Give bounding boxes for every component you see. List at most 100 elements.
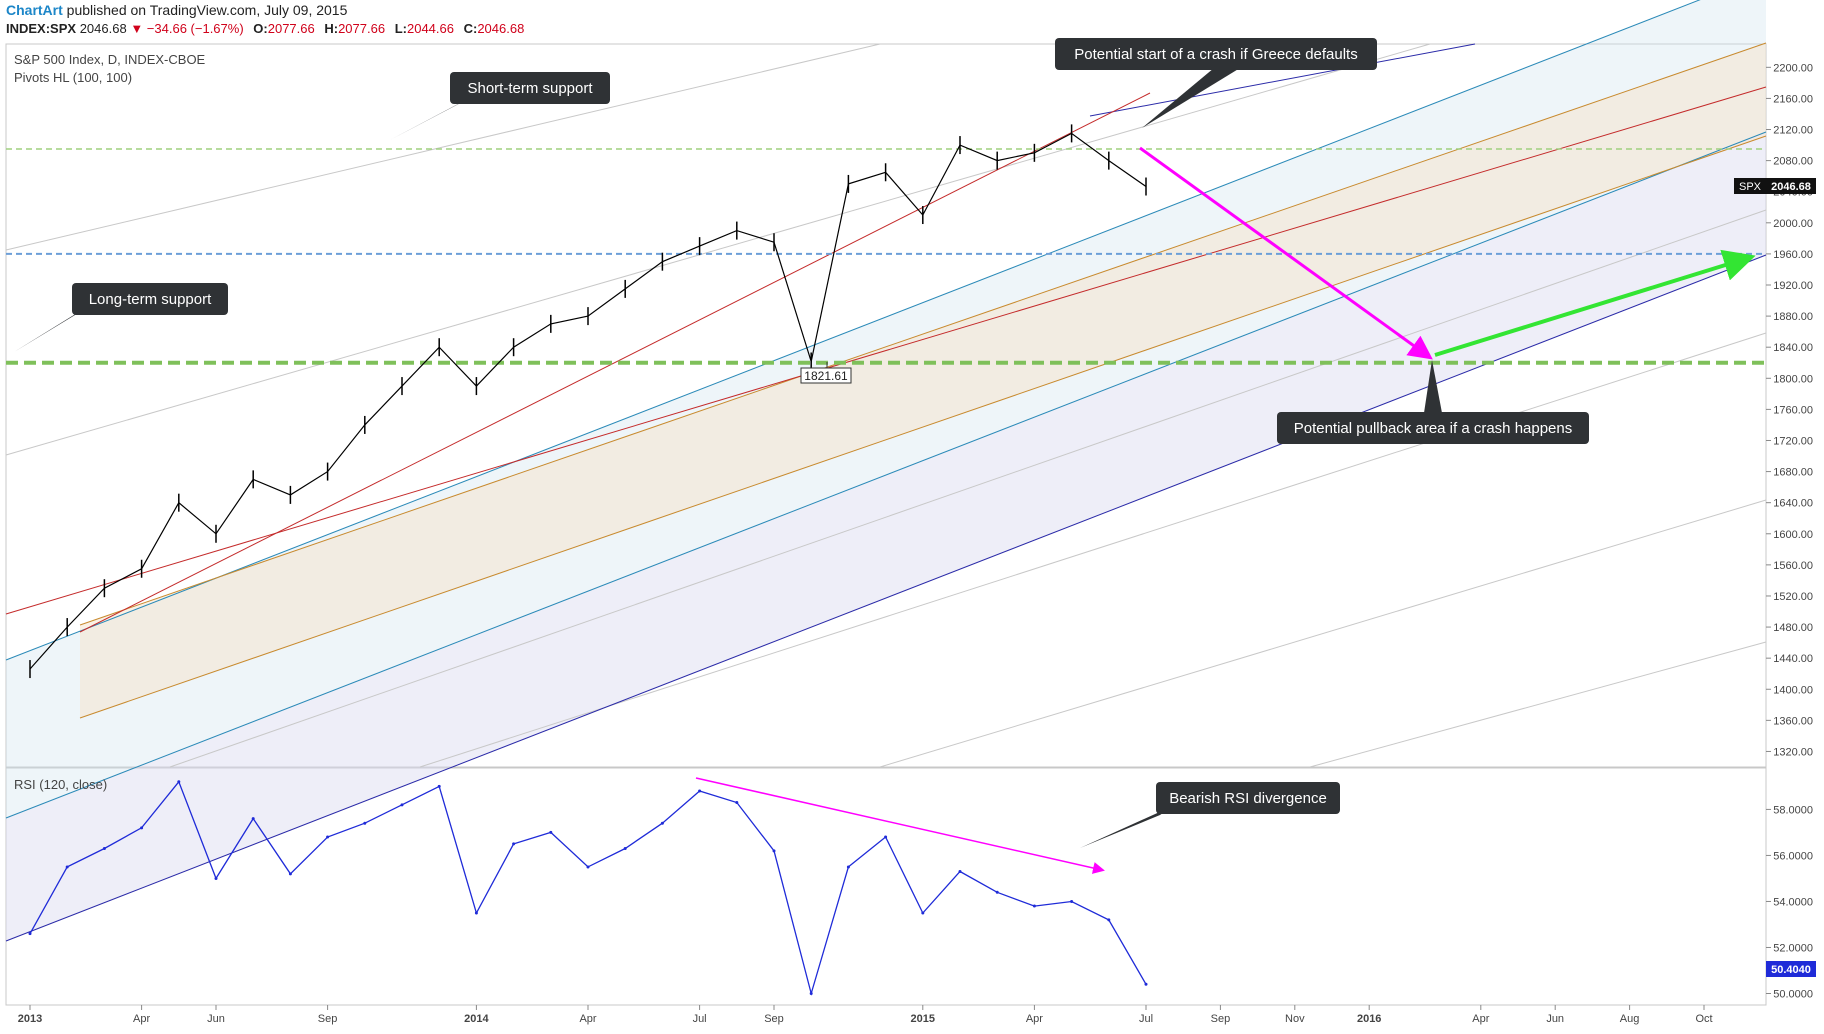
rsi-value-tag-box — [1766, 961, 1816, 977]
channel-fill-orange — [80, 43, 1766, 718]
rsi-point — [326, 835, 330, 839]
gray-line-4 — [419, 332, 1767, 768]
price-tick-label: 1840.00 — [1773, 342, 1813, 354]
price-axis[interactable]: 2200.002160.002120.002080.002040.002000.… — [1766, 62, 1813, 758]
rsi-point — [660, 821, 664, 825]
navy-lower-line — [5, 254, 1767, 942]
rsi-point — [512, 842, 516, 846]
support-levels — [6, 148, 1766, 365]
callout-rsi-divergence[interactable]: Bearish RSI divergence — [1080, 782, 1340, 848]
rsi-divergence-text: Bearish RSI divergence — [1169, 790, 1327, 807]
last-price-tag-value: 2046.68 — [1771, 181, 1811, 193]
price-tick-label: 2200.00 — [1773, 62, 1813, 74]
pullback-pointer — [1424, 360, 1442, 413]
price-tick-label: 1480.00 — [1773, 622, 1813, 634]
rsi-point — [65, 865, 69, 869]
rsi-legend: RSI (120, close) — [14, 777, 107, 792]
low-label: L: — [394, 21, 407, 36]
time-tick-label: Nov — [1285, 1013, 1305, 1025]
teal-lower-line — [5, 131, 1767, 819]
low-value: 2044.66 — [406, 21, 454, 36]
rsi-point — [363, 821, 367, 825]
brand-link[interactable]: ChartArt — [6, 2, 63, 18]
price-tick-label: 1720.00 — [1773, 435, 1813, 447]
rsi-value-tag: 50.4040 — [1766, 961, 1816, 977]
rsi-axis[interactable]: 58.0000 56.0000 54.0000 52.0000 50.0000 — [1766, 804, 1813, 1000]
time-tick-label: Sep — [318, 1013, 338, 1025]
time-tick-label: Apr — [579, 1013, 596, 1025]
callout-pullback[interactable]: Potential pullback area if a crash happe… — [1277, 360, 1589, 444]
rsi-point — [251, 817, 255, 821]
crash-start-text: Potential start of a crash if Greece def… — [1074, 46, 1357, 63]
published-text: published on TradingView.com, July 09, 2… — [66, 2, 348, 18]
price-series — [29, 124, 1147, 679]
rsi-tick-label: 52.0000 — [1773, 942, 1813, 954]
short-term-pointer — [390, 98, 470, 140]
last-price-tag-sym-box — [1734, 178, 1766, 194]
short-term-text: Short-term support — [467, 80, 593, 97]
time-axis[interactable]: 2013 Apr Jun Sep 2014 Apr Jul Sep 2015 Apr Jul Sep N… — [18, 1005, 1713, 1025]
crash-start-box — [1055, 38, 1377, 70]
rsi-point — [921, 911, 925, 915]
rsi-tick-label: 54.0000 — [1773, 896, 1813, 908]
price-change: ▼ −34.66 (−1.67%) — [130, 21, 244, 36]
last-price-tag-sym: SPX — [1739, 181, 1762, 193]
open-label: O: — [253, 21, 268, 36]
gray-line-5 — [879, 499, 1767, 768]
long-term-pointer — [14, 305, 90, 352]
time-tick-label: Jul — [693, 1013, 707, 1025]
price-tick-label: 2080.00 — [1773, 156, 1813, 168]
price-tick-label: 1680.00 — [1773, 467, 1813, 479]
price-tick-label: 1960.00 — [1773, 249, 1813, 261]
main-legend-title: S&P 500 Index, D, INDEX-CBOE — [14, 52, 206, 67]
time-tick-label: Oct — [1695, 1013, 1712, 1025]
forecast-arrows — [1139, 146, 1756, 360]
rsi-point — [140, 826, 144, 830]
price-tick-label: 1640.00 — [1773, 498, 1813, 510]
price-tick-label: 1320.00 — [1773, 746, 1813, 758]
time-tick-label: Apr — [133, 1013, 150, 1025]
rsi-point — [958, 870, 962, 874]
rsi-series — [28, 780, 1148, 996]
rsi-point — [884, 835, 888, 839]
close-label: C: — [463, 21, 478, 36]
callout-long-term[interactable]: Long-term support — [14, 283, 228, 352]
low-label: 1821.61 — [804, 369, 848, 383]
callout-short-term[interactable]: Short-term support — [390, 72, 610, 140]
price-tick-label: 1880.00 — [1773, 311, 1813, 323]
rsi-point — [437, 784, 441, 788]
last-price: 2046.68 — [79, 21, 127, 36]
rsi-point — [1107, 918, 1111, 922]
time-tick-label: 2014 — [464, 1013, 489, 1025]
gray-line-3 — [169, 209, 1767, 768]
rsi-point — [772, 849, 776, 853]
last-price-tag: SPX 2046.68 — [1734, 178, 1816, 194]
time-tick-label: Jun — [1546, 1013, 1564, 1025]
rsi-point — [288, 872, 292, 876]
rsi-divergence-pointer — [1080, 805, 1175, 848]
recovery-arrow — [1434, 249, 1756, 357]
pullback-box — [1277, 412, 1589, 444]
symbol-name[interactable]: INDEX:SPX — [6, 21, 77, 36]
gray-line-2 — [5, 43, 1431, 456]
time-tick-label: 2013 — [18, 1013, 42, 1025]
time-tick-label: Aug — [1620, 1013, 1640, 1025]
rsi-point — [846, 865, 850, 869]
price-tick-label: 2000.00 — [1773, 218, 1813, 230]
price-tick-label: 1520.00 — [1773, 591, 1813, 603]
callout-crash-start[interactable]: Potential start of a crash if Greece def… — [1055, 38, 1377, 128]
rsi-point — [177, 780, 181, 784]
rsi-divergence-line — [695, 777, 1105, 874]
gray-parallels — [5, 43, 1767, 768]
teal-upper-line — [5, 0, 1701, 661]
rsi-point — [1070, 899, 1074, 903]
low-marker: 1821.61 — [800, 362, 852, 384]
rsi-point — [28, 932, 32, 936]
time-tick-label: Apr — [1472, 1013, 1489, 1025]
price-tick-label: 2160.00 — [1773, 93, 1813, 105]
orange-upper-line — [79, 42, 1767, 626]
publish-header: ChartArt published on TradingView.com, J… — [6, 2, 347, 18]
rsi-point — [400, 803, 404, 807]
rsi-point — [1032, 904, 1036, 908]
